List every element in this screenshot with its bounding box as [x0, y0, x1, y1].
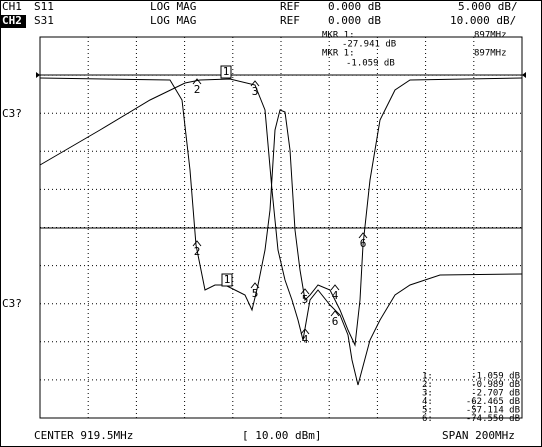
marker-number: 2	[194, 245, 201, 258]
ch2: CH2	[2, 14, 22, 27]
ch1-ref-label: REF	[280, 0, 300, 13]
marker-list-label: 4:	[422, 397, 433, 407]
marker-list: 1: -1.059 dB 2: -0.989 dB 3: -2.707 dB 4: -62.4…	[422, 372, 520, 425]
marker-arrow	[330, 284, 340, 291]
marker-number: 1	[223, 65, 230, 78]
marker-arrow	[330, 310, 340, 317]
marker-number: 5	[302, 293, 309, 306]
marker-arrow	[300, 328, 310, 335]
marker-number: 2	[194, 83, 201, 96]
marker-list-value: -2.707 dB	[471, 389, 520, 399]
marker-number: 4	[332, 289, 339, 302]
marker-arrow	[192, 78, 202, 85]
trace-s11	[39, 77, 523, 347]
readout-freq: 897MHz	[474, 49, 507, 59]
ch2-param: S31	[34, 14, 54, 27]
ch2-ref-label: REF	[280, 14, 300, 27]
marker-arrow	[250, 80, 260, 87]
readout-value: -27.941 dB	[342, 40, 396, 50]
readout-freq: 897MHz	[474, 31, 507, 41]
marker-arrow	[192, 240, 202, 247]
marker-arrow	[250, 282, 260, 289]
marker-list-value: -57.114 dB	[466, 406, 520, 416]
ch2-format: LOG MAG	[150, 14, 196, 27]
marker-number: 6	[332, 315, 339, 328]
marker-list-label: 6:	[422, 414, 433, 424]
ch1-param: S11	[34, 0, 54, 13]
ch2-highlight	[0, 15, 26, 28]
marker-list-label: 5:	[422, 406, 433, 416]
marker-number: 1	[224, 273, 231, 286]
marker-list-value: -1.059 dB	[471, 372, 520, 382]
readout: MKR 1: -27.941 dB 897MHz MKR 1: -1.059 d…	[322, 31, 507, 69]
footer-center: CENTER 919.5MHz	[34, 429, 133, 442]
readout-label: MKR 1:	[322, 31, 355, 41]
ch1-scale: 5.000 dB/	[458, 0, 518, 13]
marker-list-value: -0.989 dB	[471, 380, 520, 390]
ch1-ref: 0.000 dB	[328, 0, 381, 13]
trace-s31	[39, 78, 523, 386]
marker-list-value: -62.465 dB	[466, 397, 520, 407]
marker-list-value: -74.550 dB	[466, 414, 520, 424]
marker-list-label: 2:	[422, 380, 433, 390]
ch1-format: LOG MAG	[150, 0, 196, 13]
marker-box	[220, 65, 232, 79]
readout-label: MKR 1:	[322, 49, 355, 59]
markers: 1 2 3 2 1 5 5 4 4 6 6	[192, 65, 368, 346]
side-label: C3?	[2, 297, 22, 310]
marker-number: 6	[360, 237, 367, 250]
side-label: C3?	[2, 107, 22, 120]
marker-list-label: 3:	[422, 389, 433, 399]
readout-value: -1.059 dB	[346, 59, 395, 69]
footer-power: [ 10.00 dBm]	[242, 429, 321, 442]
marker-list-label: 1:	[422, 372, 433, 382]
ch2-ref: 0.000 dB	[328, 14, 381, 27]
footer-span: SPAN 200MHz	[442, 429, 515, 442]
marker-number: 4	[302, 333, 309, 346]
marker-box	[221, 273, 233, 287]
marker-number: 3	[252, 85, 259, 98]
ch1: CH1	[2, 0, 22, 13]
ch2-scale: 10.000 dB/	[450, 14, 516, 27]
marker-arrow	[358, 232, 368, 239]
marker-arrow	[300, 288, 310, 295]
marker-number: 5	[252, 287, 259, 300]
